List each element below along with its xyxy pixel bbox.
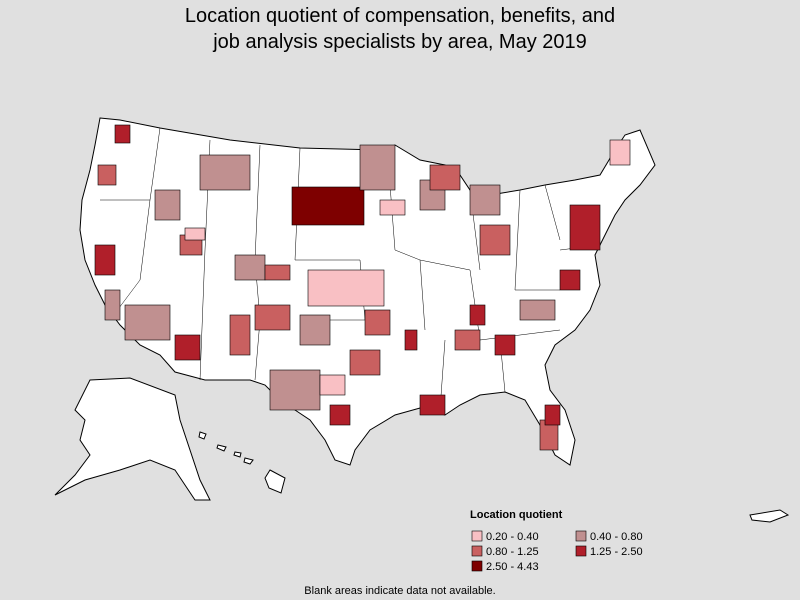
footnote: Blank areas indicate data not available. — [304, 585, 495, 597]
legend-swatch — [575, 530, 587, 542]
area — [307, 269, 385, 307]
area — [104, 289, 121, 321]
legend-label: 0.80 - 1.25 — [486, 546, 539, 558]
area — [299, 314, 331, 346]
area — [114, 124, 131, 144]
area — [544, 404, 561, 426]
legend-label: 0.40 - 0.80 — [590, 531, 643, 543]
area — [229, 314, 251, 356]
legend: Location quotient 0.20 - 0.40 0.40 - 0.80… — [470, 509, 643, 573]
area — [329, 404, 351, 426]
area — [154, 189, 181, 221]
legend-label: 0.20 - 0.40 — [486, 531, 539, 543]
area — [97, 164, 117, 186]
area — [404, 329, 418, 351]
area — [609, 139, 631, 166]
area — [264, 264, 291, 281]
area — [419, 394, 446, 416]
area — [174, 334, 201, 361]
area — [429, 164, 461, 191]
area — [234, 254, 266, 281]
area — [184, 227, 206, 241]
area — [319, 374, 346, 396]
area — [364, 309, 391, 336]
legend-label: 1.25 - 2.50 — [590, 546, 643, 558]
area — [254, 304, 291, 331]
area — [519, 299, 556, 321]
map — [54, 117, 790, 523]
area — [559, 269, 581, 291]
legend-swatch — [575, 545, 587, 557]
area — [494, 334, 516, 356]
area — [379, 199, 406, 216]
area — [291, 186, 365, 226]
area — [94, 244, 116, 276]
area — [359, 144, 396, 191]
legend-title: Location quotient — [470, 509, 563, 521]
area — [479, 224, 511, 256]
title-line: job analysis specialists by area, May 20… — [212, 31, 587, 53]
puerto-rico — [749, 509, 790, 523]
area — [199, 154, 251, 191]
area — [469, 184, 501, 216]
area — [349, 349, 381, 376]
area — [569, 204, 601, 251]
area — [124, 304, 171, 341]
area — [269, 369, 321, 411]
title-line: Location quotient of compensation, benef… — [185, 5, 615, 27]
legend-label: 2.50 - 4.43 — [486, 561, 539, 573]
legend-swatch — [471, 545, 483, 557]
alaska — [54, 377, 211, 501]
legend-swatch — [471, 560, 483, 572]
hawaii — [198, 431, 286, 494]
area — [454, 329, 481, 351]
legend-swatch — [471, 530, 483, 542]
area — [469, 304, 486, 326]
